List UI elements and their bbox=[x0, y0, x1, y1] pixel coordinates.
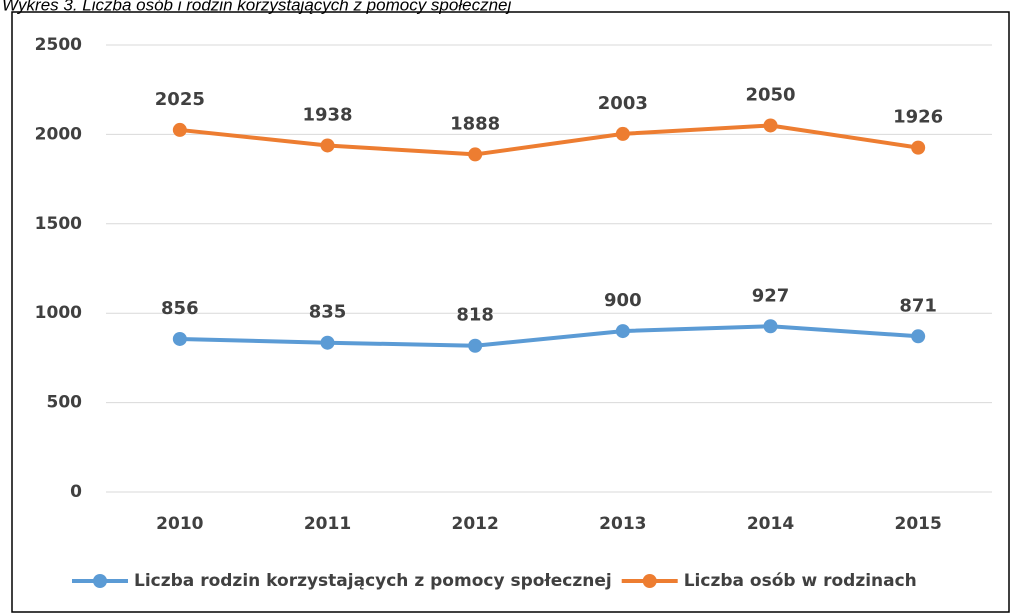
y-tick-label: 2000 bbox=[35, 124, 82, 144]
x-tick-label: 2013 bbox=[599, 514, 646, 534]
legend-marker bbox=[93, 574, 107, 588]
point bbox=[763, 118, 778, 133]
point bbox=[320, 335, 335, 350]
series-line bbox=[179, 324, 919, 348]
point bbox=[468, 147, 483, 162]
legend-label: Liczba osób w rodzinach bbox=[684, 571, 917, 591]
data-label: 2050 bbox=[745, 84, 795, 105]
x-tick-label: 2015 bbox=[895, 514, 942, 534]
x-tick-label: 2010 bbox=[156, 514, 203, 534]
data-label: 835 bbox=[309, 302, 347, 323]
y-tick-label: 2500 bbox=[35, 35, 82, 55]
x-tick-label: 2014 bbox=[747, 514, 794, 534]
chart-frame bbox=[11, 11, 1010, 613]
y-tick-label: 0 bbox=[70, 482, 82, 502]
point bbox=[468, 338, 483, 353]
y-tick-label: 500 bbox=[47, 393, 83, 413]
point bbox=[911, 140, 926, 155]
data-label: 927 bbox=[752, 285, 790, 306]
x-tick-label: 2011 bbox=[304, 514, 351, 534]
legend-marker bbox=[642, 574, 657, 588]
data-label: 2025 bbox=[155, 89, 205, 110]
data-label: 871 bbox=[899, 295, 937, 316]
data-label: 1926 bbox=[893, 107, 943, 128]
point bbox=[763, 319, 778, 334]
x-tick-label: 2012 bbox=[452, 514, 499, 534]
data-label: 818 bbox=[456, 305, 494, 326]
point bbox=[320, 138, 335, 153]
chart-title: Wykres 3. Liczba osób i rodzin korzystaj… bbox=[2, 0, 512, 14]
y-tick-label: 1000 bbox=[35, 303, 82, 323]
point bbox=[172, 331, 187, 346]
series-line bbox=[179, 123, 919, 157]
point bbox=[172, 122, 187, 137]
point bbox=[911, 329, 926, 344]
data-label: 900 bbox=[604, 290, 642, 311]
data-label: 1938 bbox=[302, 104, 352, 125]
legend-label: Liczba rodzin korzystających z pomocy sp… bbox=[134, 571, 612, 591]
data-label: 856 bbox=[161, 298, 199, 319]
point bbox=[615, 324, 630, 339]
y-tick-label: 1500 bbox=[35, 214, 82, 234]
point bbox=[615, 126, 630, 141]
data-label: 2003 bbox=[598, 93, 648, 114]
data-label: 1888 bbox=[450, 113, 500, 134]
